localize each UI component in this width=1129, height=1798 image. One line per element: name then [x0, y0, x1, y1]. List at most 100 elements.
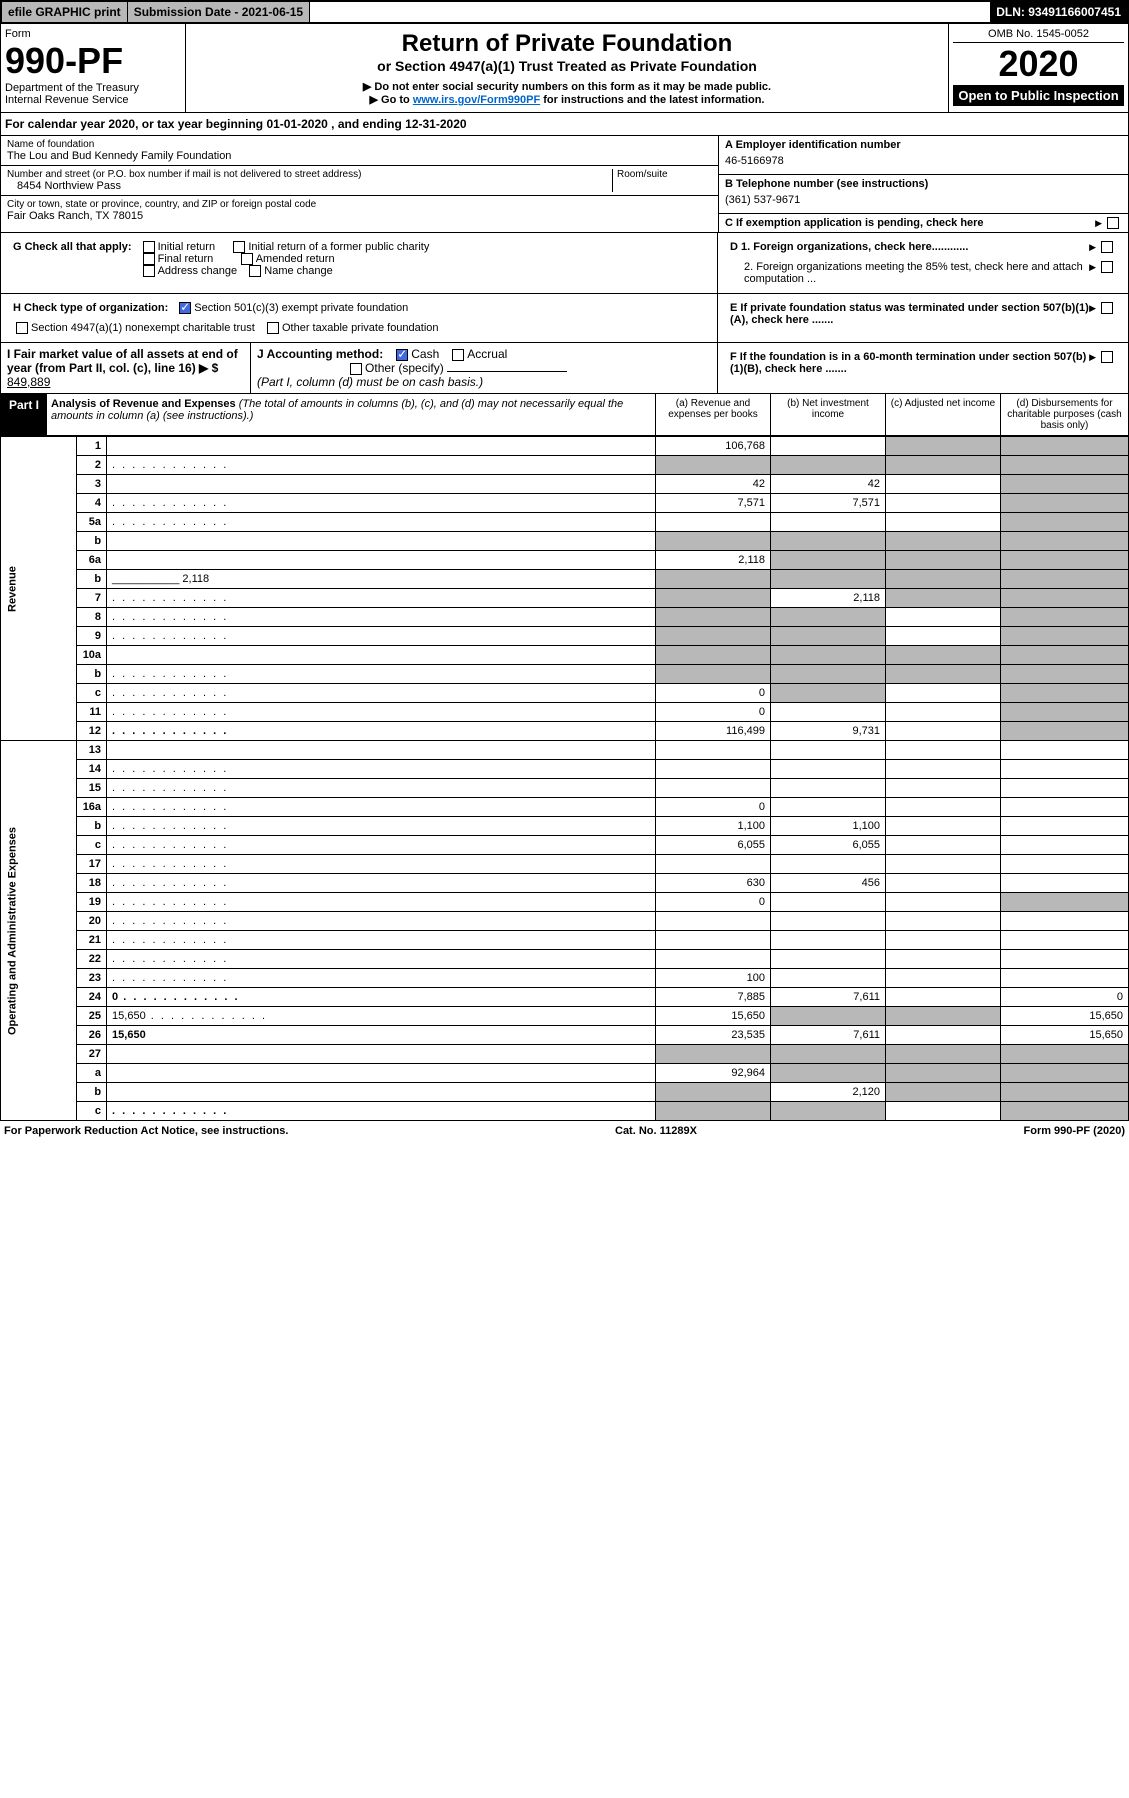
cell-b [771, 931, 886, 950]
footer-mid: Cat. No. 11289X [615, 1125, 697, 1137]
d2-checkbox[interactable] [1101, 261, 1113, 273]
cell-d: 0 [1001, 988, 1129, 1007]
table-row: b [1, 532, 1129, 551]
part1-label: Part I [1, 394, 47, 435]
table-row: 34242 [1, 475, 1129, 494]
g-label: G Check all that apply: [13, 241, 132, 253]
note2: ▶ Go to www.irs.gov/Form990PF for instru… [192, 93, 942, 106]
cell-b: 1,100 [771, 817, 886, 836]
cell-d [1001, 684, 1129, 703]
g-check-amended[interactable] [241, 253, 253, 265]
table-row: 16a0 [1, 798, 1129, 817]
g-check-addr[interactable] [143, 265, 155, 277]
cell-d [1001, 836, 1129, 855]
row-num: 17 [77, 855, 107, 874]
row-num: b [77, 817, 107, 836]
cell-b [771, 456, 886, 475]
table-row: 2515,65015,65015,650 [1, 1007, 1129, 1026]
cell-b: 456 [771, 874, 886, 893]
inspection-label: Open to Public Inspection [953, 85, 1124, 106]
cell-b [771, 760, 886, 779]
cell-a [656, 912, 771, 931]
table-row: c [1, 1102, 1129, 1121]
row-desc [107, 703, 656, 722]
cell-d [1001, 475, 1129, 494]
e-checkbox[interactable] [1101, 302, 1113, 314]
row-desc [107, 931, 656, 950]
g-opt-4: Address change [158, 265, 238, 277]
g-check-initial[interactable] [143, 241, 155, 253]
row-num: 6a [77, 551, 107, 570]
cell-a: 0 [656, 684, 771, 703]
e-label: E If private foundation status was termi… [730, 302, 1089, 326]
g-opt-2: Final return [158, 253, 214, 265]
table-row: 110 [1, 703, 1129, 722]
h-opt-2: Other taxable private foundation [282, 322, 439, 334]
table-row: 22 [1, 950, 1129, 969]
cell-c [886, 912, 1001, 931]
row-num: 10a [77, 646, 107, 665]
cell-b [771, 1045, 886, 1064]
f-label: F If the foundation is in a 60-month ter… [730, 351, 1089, 375]
g-check-former[interactable] [233, 241, 245, 253]
row-desc [107, 950, 656, 969]
c-checkbox[interactable] [1107, 217, 1119, 229]
note2-link[interactable]: www.irs.gov/Form990PF [413, 94, 540, 106]
cell-a: 7,885 [656, 988, 771, 1007]
g-check-final[interactable] [143, 253, 155, 265]
row-desc [107, 1102, 656, 1121]
g-opt-5: Name change [264, 265, 333, 277]
j-cash-checkbox[interactable] [396, 349, 408, 361]
cell-c [886, 703, 1001, 722]
d1-label: D 1. Foreign organizations, check here..… [730, 241, 1089, 253]
cell-a [656, 665, 771, 684]
cell-d [1001, 760, 1129, 779]
col-d-head: (d) Disbursements for charitable purpose… [1000, 394, 1128, 435]
addr: 8454 Northview Pass [7, 180, 612, 192]
cell-c [886, 779, 1001, 798]
cell-a: 92,964 [656, 1064, 771, 1083]
cell-d [1001, 1102, 1129, 1121]
cell-c [886, 836, 1001, 855]
h-check-other[interactable] [267, 322, 279, 334]
ein: 46-5166978 [725, 151, 1122, 171]
row-num: 24 [77, 988, 107, 1007]
cell-b: 42 [771, 475, 886, 494]
cell-a [656, 1083, 771, 1102]
row-num: 13 [77, 741, 107, 760]
row-desc [107, 684, 656, 703]
form-label: Form [5, 28, 181, 40]
cell-d [1001, 779, 1129, 798]
table-row: 14 [1, 760, 1129, 779]
arrow-icon [1095, 217, 1104, 229]
c-label: C If exemption application is pending, c… [725, 217, 1095, 229]
j-accrual-checkbox[interactable] [452, 349, 464, 361]
cell-c [886, 627, 1001, 646]
cell-a [656, 931, 771, 950]
f-checkbox[interactable] [1101, 351, 1113, 363]
j-note: (Part I, column (d) must be on cash basi… [257, 375, 483, 389]
table-row: 2407,8857,6110 [1, 988, 1129, 1007]
cell-b: 2,120 [771, 1083, 886, 1102]
g-check-name[interactable] [249, 265, 261, 277]
cell-c [886, 1007, 1001, 1026]
d1-checkbox[interactable] [1101, 241, 1113, 253]
table-row: 20 [1, 912, 1129, 931]
cell-c [886, 931, 1001, 950]
cell-d [1001, 893, 1129, 912]
footer-right: Form 990-PF (2020) [1024, 1125, 1125, 1137]
cell-c [886, 589, 1001, 608]
table-row: 10a [1, 646, 1129, 665]
cell-b [771, 684, 886, 703]
h-check-501c3[interactable] [179, 302, 191, 314]
row-num: c [77, 1102, 107, 1121]
top-bar: efile GRAPHIC print Submission Date - 20… [0, 0, 1129, 24]
j-other-checkbox[interactable] [350, 363, 362, 375]
table-row: Operating and Administrative Expenses13 [1, 741, 1129, 760]
cell-c [886, 1083, 1001, 1102]
cell-a [656, 532, 771, 551]
h-check-4947[interactable] [16, 322, 28, 334]
part1-header-row: Part I Analysis of Revenue and Expenses … [0, 394, 1129, 436]
cell-c [886, 456, 1001, 475]
cell-b [771, 969, 886, 988]
